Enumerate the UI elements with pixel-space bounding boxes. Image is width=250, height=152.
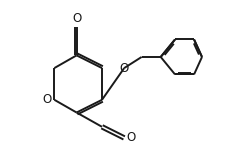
Text: O: O: [126, 131, 135, 144]
Text: O: O: [120, 62, 129, 75]
Text: O: O: [43, 93, 52, 106]
Text: O: O: [72, 12, 81, 25]
